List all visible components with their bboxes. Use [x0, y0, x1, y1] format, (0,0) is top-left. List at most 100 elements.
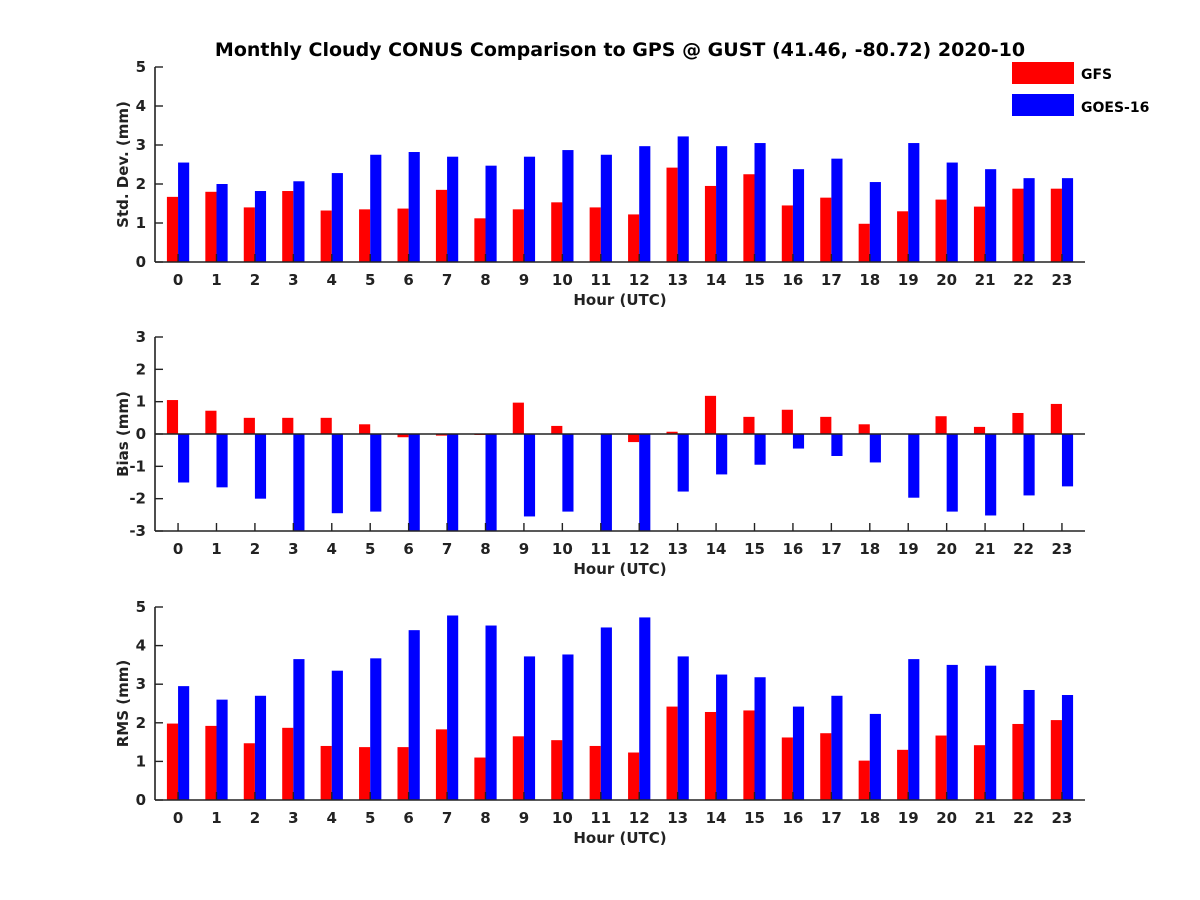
x-tick-label-rms: 18	[859, 809, 880, 827]
bar-rms-gfs-hour-11	[589, 745, 601, 800]
x-tick-label-bias: 21	[975, 540, 996, 558]
bar-bias-goes16-hour-6	[408, 434, 420, 531]
x-tick-label-rms: 19	[898, 809, 919, 827]
bar-rms-goes16-hour-15	[754, 677, 766, 800]
bar-bias-goes16-hour-19	[908, 434, 920, 498]
y-tick-label-bias: 0	[136, 425, 146, 443]
bar-bias-goes16-hour-9	[523, 434, 536, 517]
bar-rms-goes16-hour-12	[639, 617, 651, 800]
bar-std-dev-gfs-hour-16	[781, 205, 793, 262]
y-tick-label-rms: 4	[136, 637, 146, 655]
x-tick-label-std-dev: 6	[403, 271, 413, 289]
bar-std-dev-gfs-hour-8	[474, 218, 486, 262]
bar-rms-goes16-hour-3	[293, 659, 305, 800]
x-tick-label-bias: 4	[327, 540, 337, 558]
x-tick-label-bias: 9	[519, 540, 529, 558]
bar-rms-gfs-hour-10	[551, 740, 563, 800]
bar-std-dev-goes16-hour-22	[1023, 178, 1035, 262]
x-tick-label-rms: 7	[442, 809, 452, 827]
legend: GFS GOES-16	[1012, 62, 1149, 116]
bar-std-dev-goes16-hour-1	[216, 184, 228, 262]
x-tick-label-std-dev: 5	[365, 271, 375, 289]
bar-rms-gfs-hour-3	[282, 727, 294, 800]
x-tick-label-std-dev: 3	[288, 271, 298, 289]
y-tick-label-std-dev: 1	[136, 214, 146, 232]
bar-rms-gfs-hour-7	[435, 729, 448, 800]
x-tick-label-rms: 21	[975, 809, 996, 827]
x-tick-label-bias: 7	[442, 540, 452, 558]
x-tick-label-rms: 5	[365, 809, 375, 827]
bar-rms-gfs-hour-6	[397, 747, 409, 800]
y-tick-label-rms: 3	[136, 675, 146, 693]
bar-bias-goes16-hour-8	[485, 434, 497, 531]
bar-rms-goes16-hour-10	[562, 654, 574, 800]
y-tick-label-rms: 2	[136, 714, 146, 732]
x-tick-label-bias: 10	[552, 540, 573, 558]
x-tick-label-std-dev: 21	[975, 271, 996, 289]
bar-std-dev-gfs-hour-13	[666, 167, 678, 262]
bar-bias-gfs-hour-20	[935, 416, 947, 434]
x-tick-label-bias: 19	[898, 540, 919, 558]
bar-std-dev-gfs-hour-5	[359, 209, 371, 262]
bar-rms-gfs-hour-22	[1012, 723, 1024, 800]
x-tick-label-rms: 11	[590, 809, 611, 827]
bar-std-dev-gfs-hour-12	[628, 214, 640, 262]
x-axis-label-bias: Hour (UTC)	[573, 560, 666, 578]
x-tick-label-std-dev: 0	[173, 271, 183, 289]
legend-swatch-gfs	[1012, 62, 1074, 84]
x-tick-label-rms: 2	[250, 809, 260, 827]
bar-std-dev-goes16-hour-4	[331, 173, 343, 262]
x-tick-label-bias: 17	[821, 540, 842, 558]
x-tick-label-rms: 16	[782, 809, 803, 827]
y-tick-label-bias: 3	[136, 328, 146, 346]
bar-rms-gfs-hour-16	[781, 737, 793, 800]
bar-rms-goes16-hour-6	[408, 630, 420, 800]
bar-bias-gfs-hour-1	[205, 410, 217, 434]
bar-rms-goes16-hour-1	[216, 699, 228, 800]
x-tick-label-rms: 20	[936, 809, 957, 827]
bar-bias-goes16-hour-1	[216, 434, 228, 488]
bar-std-dev-gfs-hour-4	[320, 210, 332, 262]
bar-bias-goes16-hour-7	[447, 434, 459, 531]
y-tick-label-std-dev: 0	[136, 253, 146, 271]
bar-rms-gfs-hour-1	[205, 725, 217, 800]
bar-rms-goes16-hour-17	[831, 695, 843, 800]
bar-std-dev-gfs-hour-6	[397, 208, 409, 262]
x-tick-label-bias: 12	[629, 540, 650, 558]
y-tick-label-bias: -2	[129, 490, 146, 508]
bar-bias-goes16-hour-16	[792, 434, 805, 449]
bar-rms-gfs-hour-9	[512, 736, 524, 800]
x-tick-label-bias: 18	[859, 540, 880, 558]
x-tick-label-std-dev: 17	[821, 271, 842, 289]
x-tick-label-std-dev: 9	[519, 271, 529, 289]
bar-std-dev-goes16-hour-7	[447, 156, 459, 262]
bar-std-dev-goes16-hour-14	[716, 146, 728, 262]
bar-rms-goes16-hour-2	[254, 695, 267, 800]
bar-std-dev-gfs-hour-0	[166, 196, 179, 262]
x-tick-label-bias: 1	[211, 540, 221, 558]
x-tick-label-std-dev: 11	[590, 271, 611, 289]
bar-rms-goes16-hour-13	[677, 656, 689, 800]
x-tick-label-std-dev: 16	[782, 271, 803, 289]
bar-rms-goes16-hour-14	[716, 674, 728, 800]
bar-std-dev-gfs-hour-3	[282, 191, 294, 262]
x-tick-label-rms: 4	[327, 809, 337, 827]
x-tick-label-std-dev: 13	[667, 271, 688, 289]
y-tick-label-bias: -3	[129, 522, 146, 540]
bar-std-dev-gfs-hour-17	[820, 197, 832, 262]
x-tick-label-rms: 17	[821, 809, 842, 827]
bar-rms-goes16-hour-16	[792, 706, 805, 800]
bar-rms-goes16-hour-18	[869, 713, 881, 800]
x-tick-label-std-dev: 15	[744, 271, 765, 289]
x-axis-label-rms: Hour (UTC)	[573, 829, 666, 847]
x-tick-label-std-dev: 22	[1013, 271, 1034, 289]
bar-rms-gfs-hour-17	[820, 733, 832, 800]
bar-rms-goes16-hour-19	[908, 659, 920, 800]
bar-std-dev-gfs-hour-19	[897, 211, 909, 262]
x-tick-label-rms: 9	[519, 809, 529, 827]
bar-std-dev-goes16-hour-23	[1061, 178, 1074, 262]
y-tick-label-rms: 5	[136, 598, 146, 616]
bar-rms-goes16-hour-9	[523, 656, 536, 800]
